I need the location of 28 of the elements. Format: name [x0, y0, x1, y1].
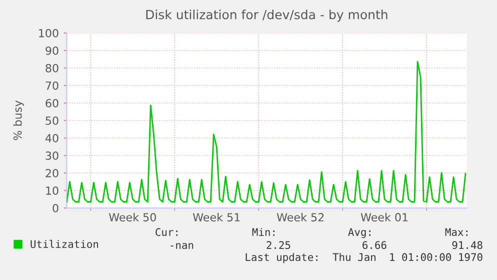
text: Cur: — [156, 228, 178, 236]
text: Min: — [252, 228, 274, 236]
y-tick-label: 80 — [46, 64, 58, 72]
x-tick-label: Week 51 — [192, 212, 240, 222]
y-tick-label: 40 — [45, 134, 58, 142]
text: Last update: Thu Jan 1 01:00:00 1970 — [246, 252, 482, 264]
y-tick-label: 10 — [46, 186, 58, 195]
chart-title: Disk utilization for /dev/sda - by month — [146, 10, 388, 22]
text: 91.48 — [452, 241, 482, 250]
text: Avg: — [348, 228, 370, 238]
legend-label: Utilization — [30, 240, 98, 248]
y-tick-label: 20 — [46, 168, 58, 178]
y-tick-label: 50 — [46, 116, 58, 125]
y-tick-label: 0 — [52, 204, 58, 212]
y-axis-title: % busy — [13, 100, 24, 140]
y-tick-label: 90 — [46, 46, 58, 55]
line-series — [66, 61, 466, 203]
y-tick-label: 60 — [46, 98, 58, 108]
x-tick-label: Week 01 — [360, 212, 408, 222]
x-tick-label: Week 50 — [108, 212, 156, 222]
y-tick-label: 100 — [39, 28, 58, 38]
y-tick-label: 30 — [46, 151, 58, 160]
text: -nan — [170, 243, 194, 250]
y-tick-label: 70 — [46, 81, 58, 90]
x-tick-label: Week 52 — [276, 212, 324, 222]
text: 6.66 — [362, 241, 386, 250]
text: Max: — [445, 228, 468, 236]
text: 2.25 — [266, 241, 290, 250]
